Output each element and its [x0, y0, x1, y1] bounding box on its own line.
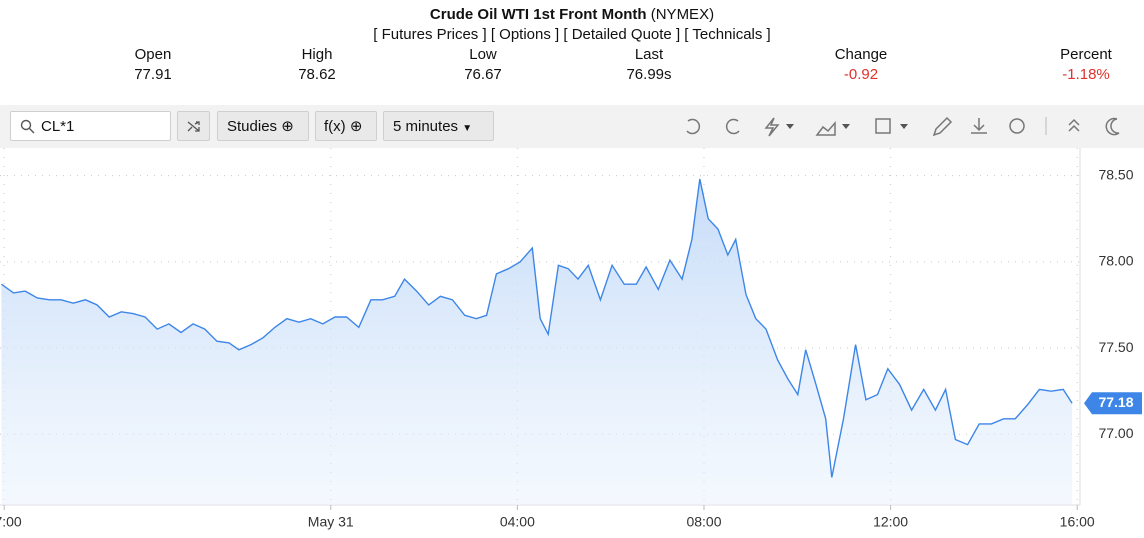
- redo-icon[interactable]: [725, 118, 740, 135]
- shuffle-icon: [187, 121, 200, 132]
- toolbar: CL*1 Studies ⊕ f(x) ⊕ 5 minutes ▼: [0, 105, 1144, 148]
- link[interactable]: [ Futures Prices ]: [373, 26, 487, 43]
- symbol: CL*1: [41, 118, 75, 135]
- x-tick-label: 16:00: [1060, 514, 1095, 530]
- quote-value: 76.99s: [626, 66, 672, 83]
- download-icon[interactable]: [971, 118, 987, 134]
- x-tick-label: 08:00: [686, 514, 721, 530]
- compare-button[interactable]: [177, 111, 210, 141]
- x-tick-label: 17:00: [0, 514, 22, 530]
- quote-value: 78.62: [298, 66, 336, 83]
- quote-value: 77.91: [134, 66, 172, 83]
- collapse-icon[interactable]: [1068, 118, 1080, 132]
- y-tick-label: 78.50: [1098, 166, 1133, 182]
- undo-icon[interactable]: [686, 118, 701, 135]
- chart-type-icon[interactable]: [815, 121, 836, 136]
- quote-links: [ Futures Prices ] [ Options ] [ Detaile…: [0, 26, 1144, 43]
- layout-icon[interactable]: [875, 118, 891, 134]
- price-badge: [1084, 392, 1142, 415]
- quote-value: 76.67: [464, 66, 502, 83]
- quote-label: Low: [469, 46, 497, 63]
- flash-icon[interactable]: [764, 117, 780, 137]
- instrument-name: Crude Oil WTI 1st Front Month: [429, 6, 647, 23]
- price-badge-label: 77.18: [1098, 394, 1133, 410]
- quote-label: High: [301, 46, 333, 63]
- fx-button[interactable]: f(x) ⊕: [315, 111, 377, 141]
- link[interactable]: [ Options ]: [490, 26, 560, 43]
- y-tick-label: 77.50: [1098, 339, 1133, 355]
- interval-label: 5 minutes: [393, 118, 459, 135]
- x-tick-label: 04:00: [500, 514, 535, 530]
- settings-icon[interactable]: [1009, 118, 1025, 134]
- x-tick-label: May 31: [308, 514, 354, 530]
- fx-label: f(x): [324, 118, 346, 135]
- quote-label: Open: [134, 46, 172, 63]
- quote-value: -0.92: [843, 66, 879, 83]
- y-tick-label: 77.00: [1098, 425, 1133, 441]
- y-tick-label: 78.00: [1098, 253, 1133, 269]
- quote-label: Last: [634, 46, 664, 63]
- draw-icon[interactable]: [932, 116, 953, 137]
- theme-icon[interactable]: [1105, 117, 1120, 136]
- search-icon: [20, 119, 35, 134]
- price-line: [0, 178, 1073, 478]
- quote-label: Change: [834, 46, 888, 63]
- toolbar-icons: [686, 116, 1120, 137]
- studies-button[interactable]: Studies ⊕: [217, 111, 309, 141]
- quote-title: Crude Oil WTI 1st Front Month (NYMEX): [0, 6, 1144, 23]
- symbol-input[interactable]: CL*1: [10, 111, 171, 141]
- quote-label: Percent: [1060, 46, 1112, 63]
- link[interactable]: [ Detailed Quote ]: [563, 26, 681, 43]
- interval-select[interactable]: 5 minutes ▼: [383, 111, 494, 141]
- exchange: (NYMEX): [650, 6, 715, 23]
- x-tick-label: 12:00: [873, 514, 908, 530]
- studies-label: Studies: [227, 118, 278, 135]
- quote-value: -1.18%: [1062, 66, 1110, 83]
- link[interactable]: [ Technicals ]: [684, 26, 771, 43]
- area-fill: [1, 179, 1073, 505]
